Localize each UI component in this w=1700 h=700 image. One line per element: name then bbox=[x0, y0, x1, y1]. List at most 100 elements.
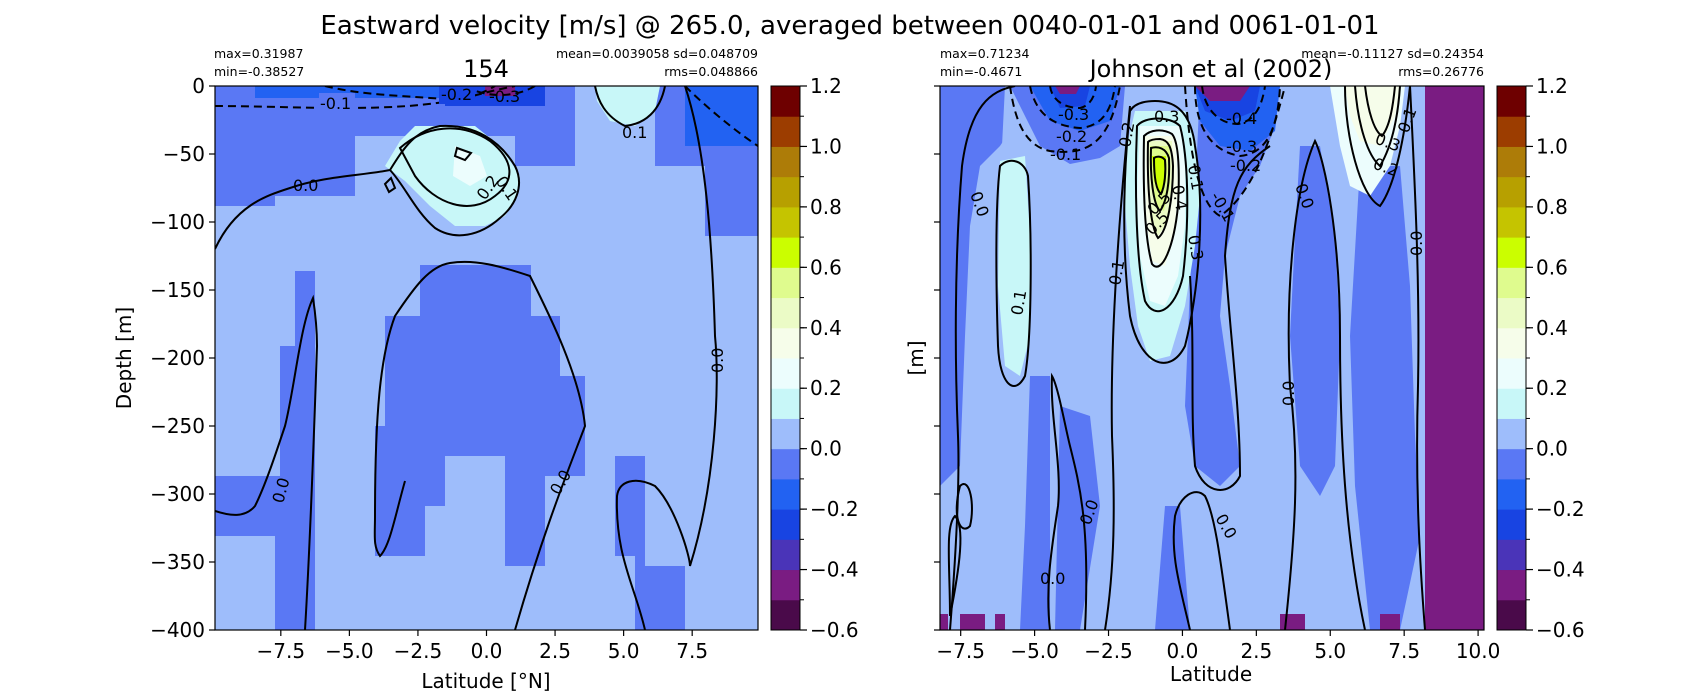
colorbar-swatch bbox=[771, 237, 800, 268]
right-clabel-0.0-east-mid: 0.0 bbox=[1279, 381, 1298, 406]
colorbar-swatch bbox=[1497, 478, 1526, 510]
right-contour-small-loop-1 bbox=[947, 514, 962, 617]
colorbar-swatch bbox=[771, 267, 800, 299]
colorbar-swatch bbox=[771, 599, 800, 631]
colorbar-swatch bbox=[1497, 176, 1526, 208]
right-y-axis-label: [m] bbox=[904, 340, 928, 375]
right-clabel-0.2-jet: 0.2 bbox=[1115, 120, 1138, 148]
colorbar-swatch bbox=[771, 478, 800, 510]
colorbar-tick-label: −0.2 bbox=[1536, 497, 1585, 521]
left-contour-0.1-core bbox=[398, 127, 511, 207]
left-x-tick-label: −2.5 bbox=[394, 639, 443, 663]
right-x-tick-label: 5.0 bbox=[1314, 639, 1346, 663]
right-x-axis: −7.5 −5.0 −2.5 0.0 2.5 5.0 7.5 10.0 bbox=[936, 630, 1500, 663]
right-contour-0.5-jet bbox=[1149, 146, 1171, 213]
right-negative-east-strip bbox=[1290, 146, 1340, 496]
left-contour-minus0.1-east bbox=[684, 86, 758, 147]
right-clabel-0.1-jet-b: 0.1 bbox=[1105, 258, 1128, 286]
right-contour-0.2-east bbox=[1354, 86, 1401, 168]
colorbar-swatch bbox=[1497, 297, 1526, 329]
colorbar-swatch bbox=[771, 388, 800, 419]
colorbar-tick-label: 0.4 bbox=[1536, 316, 1568, 340]
right-contour-0.2-jet bbox=[1134, 117, 1189, 313]
left-clabel-minus0.2: -0.2 bbox=[441, 85, 472, 104]
colorbar-tick-label: 0.6 bbox=[1536, 255, 1568, 279]
right-stat-rms: rms=0.26776 bbox=[1398, 64, 1484, 79]
right-contour-minus0.1-central bbox=[1184, 86, 1286, 218]
left-x-tick-label: 5.0 bbox=[608, 639, 640, 663]
right-clabel-minus0.2-west: -0.2 bbox=[1056, 127, 1087, 146]
left-contour-minus0.1 bbox=[215, 86, 516, 109]
colorbar-tick-label: 0.4 bbox=[810, 316, 842, 340]
right-clabel-minus0.2-central: -0.2 bbox=[1230, 156, 1261, 175]
left-negative-east-region bbox=[615, 456, 685, 630]
left-y-tick-label: −400 bbox=[150, 618, 205, 642]
right-contour-0.0-east bbox=[1284, 138, 1366, 630]
colorbar-swatch bbox=[771, 86, 800, 117]
colorbar-tick-label: 1.0 bbox=[810, 134, 842, 158]
right-plot-area: -0.3 -0.2 -0.1 -0.4 -0.3 -0.2 -0.1 0.3 0… bbox=[940, 86, 1484, 630]
left-contour-small-loop bbox=[383, 176, 397, 194]
right-x-tick-label: 0.0 bbox=[1167, 639, 1199, 663]
right-positive-west-pocket bbox=[998, 156, 1030, 376]
right-clabel-0.0-far-east: 0.0 bbox=[1407, 231, 1426, 256]
right-contour-0.0-west bbox=[949, 86, 1016, 630]
left-contour-0.1-east bbox=[594, 86, 666, 128]
colorbar-swatch bbox=[771, 569, 800, 601]
right-contour-0.4-jet bbox=[1146, 137, 1175, 240]
right-stat-min: min=-0.4671 bbox=[940, 64, 1022, 79]
right-contour-0.6-jet bbox=[1152, 155, 1167, 196]
left-y-tick-label: −100 bbox=[150, 210, 205, 234]
left-negative-subsurface-region bbox=[375, 265, 585, 566]
right-stat-max: max=0.71234 bbox=[940, 46, 1029, 61]
colorbar-swatch bbox=[1497, 358, 1526, 389]
left-y-tick-label: 0 bbox=[192, 74, 205, 98]
colorbar-tick-label: 1.2 bbox=[810, 74, 842, 98]
colorbar-swatch bbox=[771, 509, 800, 540]
colorbar-tick-label: −0.6 bbox=[1536, 618, 1585, 642]
colorbar-tick-label: 0.2 bbox=[810, 376, 842, 400]
left-contour-0.2-core bbox=[453, 146, 473, 162]
left-contour-0.0-core bbox=[215, 124, 520, 250]
right-clabel-minus0.3-west: -0.3 bbox=[1058, 105, 1089, 124]
colorbar-tick-label: 0.6 bbox=[810, 255, 842, 279]
right-negative-strip2 bbox=[1055, 406, 1100, 630]
left-y-tick-label: −300 bbox=[150, 482, 205, 506]
colorbar-swatch bbox=[1497, 206, 1526, 238]
right-contour-0.0-far-east bbox=[1409, 86, 1426, 630]
left-y-tick-label: −350 bbox=[150, 550, 205, 574]
right-x-tick-label: 2.5 bbox=[1240, 639, 1272, 663]
right-clabel-0.1-jet: 0.1 bbox=[1184, 163, 1207, 191]
right-contour-small-loop-2 bbox=[955, 483, 973, 530]
left-negative-surface-region bbox=[215, 86, 758, 236]
left-minus02-pocket bbox=[255, 86, 445, 98]
figure-title: Eastward velocity [m/s] @ 265.0, average… bbox=[320, 11, 1379, 41]
colorbar-swatch bbox=[1497, 569, 1526, 601]
right-contour-minus0.2-west bbox=[1029, 86, 1116, 130]
colorbar-swatch bbox=[1497, 116, 1526, 147]
right-x-tick-label: 10.0 bbox=[1456, 639, 1501, 663]
right-clabel-minus0.3-central: -0.3 bbox=[1226, 137, 1257, 156]
right-panel: Johnson et al (2002) max=0.71234 min=-0.… bbox=[904, 46, 1500, 686]
left-panel-title: 154 bbox=[463, 55, 509, 83]
colorbar-swatch bbox=[771, 206, 800, 238]
colorbar-tick-label: 0.8 bbox=[1536, 195, 1568, 219]
left-x-axis-label: Latitude [°N] bbox=[421, 669, 550, 693]
left-y-axis-label: Depth [m] bbox=[112, 307, 136, 409]
left-clabel-0.0-top: 0.0 bbox=[293, 176, 318, 195]
right-colorbar: 1.2 1.0 0.8 0.6 0.4 0.2 0.0 −0.2 −0.4 −0.6 bbox=[1496, 74, 1585, 642]
colorbar-tick-label: −0.4 bbox=[1536, 558, 1585, 582]
right-x-tick-label: 7.5 bbox=[1388, 639, 1420, 663]
left-negative-west-region bbox=[215, 271, 315, 630]
colorbar-swatch bbox=[771, 116, 800, 147]
right-clabel-0.3-jet: 0.3 bbox=[1154, 107, 1179, 126]
colorbar-swatch bbox=[1497, 327, 1526, 359]
colorbar-swatch bbox=[771, 146, 800, 178]
left-y-tick-label: −50 bbox=[163, 142, 205, 166]
colorbar-swatch bbox=[1497, 448, 1526, 480]
right-x-tick-label: −2.5 bbox=[1084, 639, 1133, 663]
right-negative-far-east-strip bbox=[1350, 166, 1420, 630]
left-x-tick-label: 0.0 bbox=[471, 639, 503, 663]
right-x-axis-label: Latitude bbox=[1170, 662, 1252, 686]
